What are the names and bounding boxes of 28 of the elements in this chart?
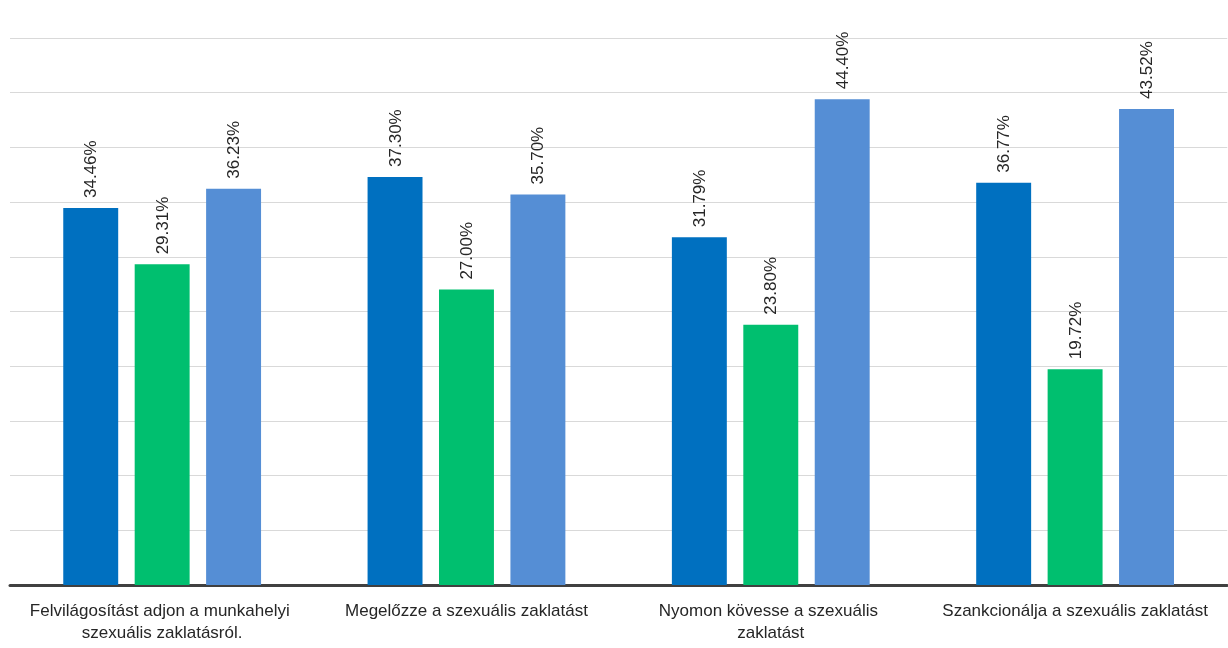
x-tick-label: Nyomon kövesse a szexuális zaklatást — [658, 600, 883, 642]
bar — [976, 182, 1032, 585]
data-label: 43.52% — [1137, 41, 1157, 99]
x-tick-label: Szankcionálja a szexuális zaklatást — [942, 600, 1209, 620]
data-label: 35.70% — [528, 126, 548, 185]
data-label: 36.23% — [224, 120, 244, 179]
data-label: 31.79% — [689, 169, 709, 228]
bar — [63, 208, 119, 585]
bar — [206, 188, 262, 585]
x-tick-label: Megelőzze a szexuális zaklatást — [345, 600, 589, 620]
data-label: 44.40% — [832, 31, 852, 90]
bar — [367, 176, 423, 585]
bar — [743, 324, 799, 585]
data-label: 23.80% — [761, 256, 781, 315]
data-label: 37.30% — [385, 109, 405, 167]
x-tick-label: Felvilágosítást adjon a munkahelyi szexuális zaklatásról. — [29, 600, 295, 642]
data-label: 36.77% — [994, 115, 1014, 173]
bar — [1119, 108, 1174, 585]
data-label: 29.31% — [152, 196, 172, 255]
data-label: 34.46% — [81, 140, 101, 199]
bar — [1047, 369, 1103, 585]
data-label: 27.00% — [456, 221, 476, 280]
bar — [510, 194, 566, 585]
data-label: 19.72% — [1065, 301, 1085, 360]
bar — [814, 99, 870, 585]
bar — [134, 264, 190, 585]
bar — [671, 237, 727, 585]
bar — [439, 289, 494, 585]
